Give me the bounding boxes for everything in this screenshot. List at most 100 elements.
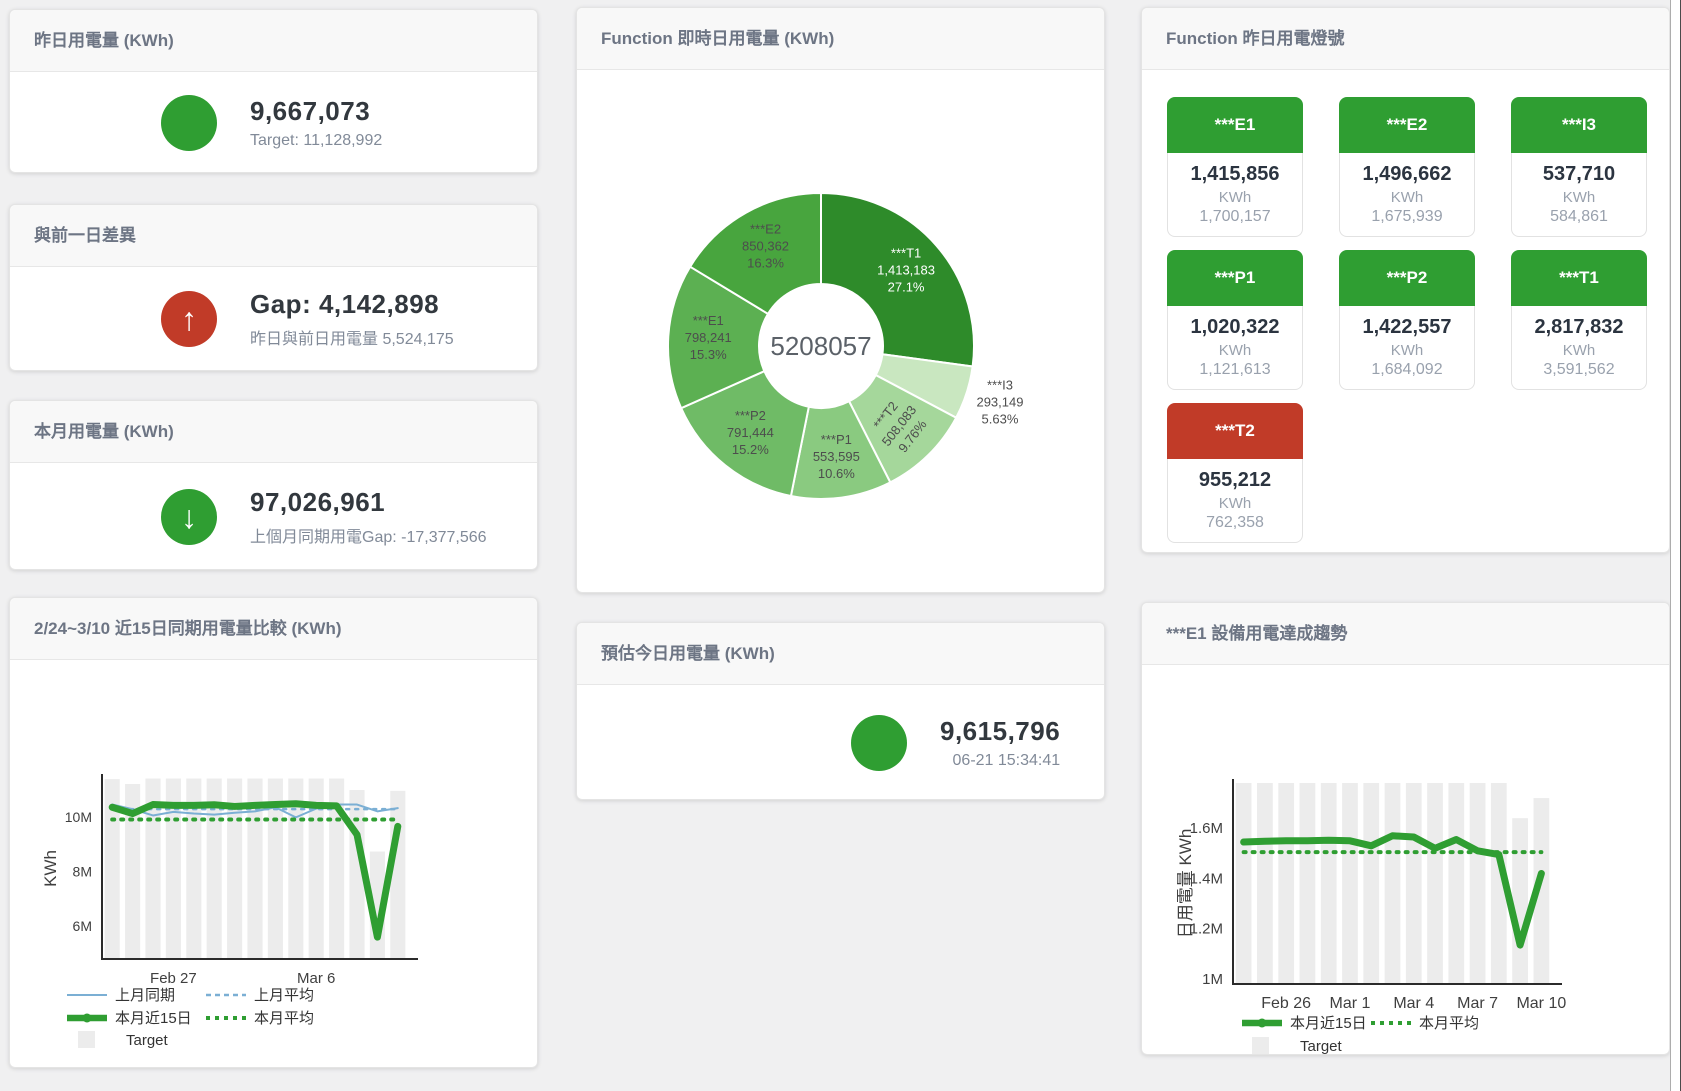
tile-name: ***P2 <box>1339 250 1475 306</box>
donut-center-total: 5208057 <box>770 331 871 361</box>
svg-text:***T1: ***T1 <box>891 246 921 261</box>
target-bar <box>1320 783 1337 984</box>
tile-name: ***P1 <box>1167 250 1303 306</box>
tile-unit: KWh <box>1562 189 1596 206</box>
legend-label: 本月平均 <box>254 1010 314 1027</box>
day-gap-subtitle: 昨日與前日用電量 5,524,175 <box>250 331 454 348</box>
tile-name: ***E2 <box>1339 97 1475 153</box>
tile-target: 1,675,939 <box>1371 208 1443 225</box>
x-tick: Feb 27 <box>150 970 197 987</box>
tile-target: 1,700,157 <box>1199 208 1271 225</box>
svg-text:850,362: 850,362 <box>742 239 789 254</box>
target-bar <box>288 778 304 959</box>
tile-target: 584,861 <box>1550 208 1608 225</box>
status-circle-icon <box>851 714 907 771</box>
light-tile-P2: ***P2 1,422,557 KWh 1,684,092 <box>1339 250 1475 391</box>
donut-label: ***T1 1,413,183 27.1% <box>877 246 935 295</box>
legend-label: 上月同期 <box>115 987 175 1004</box>
card-day-gap-body: ↑ Gap: 4,142,898 昨日與前日用電量 5,524,175 <box>10 267 537 371</box>
light-tile-E2: ***E2 1,496,662 KWh 1,675,939 <box>1339 97 1475 238</box>
tile-value: 1,020,322 <box>1190 316 1280 338</box>
target-bar <box>1427 783 1443 984</box>
svg-text:553,595: 553,595 <box>813 449 860 464</box>
tile-name: ***I3 <box>1511 97 1647 153</box>
x-tick: Mar 7 <box>1457 995 1498 1012</box>
svg-text:508,083: 508,083 <box>879 403 920 449</box>
y-axis-label: 日用電量 KWh <box>1176 829 1195 939</box>
svg-text:1,413,183: 1,413,183 <box>877 263 935 278</box>
day-gap-value: Gap: 4,142,898 <box>250 289 440 319</box>
card-yesterday-usage-header: 昨日用電量 (KWh) <box>10 10 537 72</box>
card-realtime-donut-title: Function 即時日用電量 (KWh) <box>601 29 835 48</box>
donut-slice-T2 <box>847 373 958 484</box>
tile-body: 955,212 KWh 762,358 <box>1167 459 1303 543</box>
svg-text:***I3: ***I3 <box>987 378 1013 393</box>
donut-slice-P2 <box>679 369 810 498</box>
tile-body: 1,020,322 KWh 1,121,613 <box>1167 306 1303 390</box>
target-bar <box>1299 783 1316 984</box>
card-month-usage: 本月用電量 (KWh) ↓ 97,026,961 上個月同期用電Gap: -17… <box>9 400 538 570</box>
tile-unit: KWh <box>1390 342 1424 359</box>
target-bar <box>1405 783 1422 984</box>
legend-swatch <box>78 1031 95 1048</box>
card-month-usage-header: 本月用電量 (KWh) <box>10 401 537 463</box>
svg-text:293,149: 293,149 <box>976 395 1023 410</box>
card-realtime-donut-header: Function 即時日用電量 (KWh) <box>577 8 1104 70</box>
card-estimate-today-title: 預估今日用電量 (KWh) <box>601 644 775 663</box>
target-bar <box>206 778 222 959</box>
y-tick: 10M <box>65 809 92 825</box>
tile-body: 2,817,832 KWh 3,591,562 <box>1511 306 1647 390</box>
target-bar <box>1235 783 1252 984</box>
month-usage-value: 97,026,961 <box>250 486 386 517</box>
target-bar <box>1448 783 1465 984</box>
arrow-up-icon: ↑ <box>161 291 217 347</box>
card-trend-chart-header: ***E1 設備用電達成趨勢 <box>1142 603 1669 665</box>
target-bar <box>1512 818 1528 984</box>
tile-unit: KWh <box>1218 189 1252 206</box>
donut-slice-E1 <box>667 265 770 410</box>
light-tile-E1: ***E1 1,415,856 KWh 1,700,157 <box>1167 97 1303 238</box>
series-本月近15日 <box>108 800 402 941</box>
target-bar <box>125 784 141 959</box>
x-tick: Mar 4 <box>1393 995 1434 1012</box>
svg-text:***E1: ***E1 <box>693 313 724 328</box>
card-month-usage-body: ↓ 97,026,961 上個月同期用電Gap: -17,377,566 <box>10 463 537 570</box>
tile-target: 3,591,562 <box>1543 361 1615 378</box>
card-estimate-today-header: 預估今日用電量 (KWh) <box>577 623 1104 685</box>
tile-body: 1,496,662 KWh 1,675,939 <box>1339 153 1475 237</box>
card-trend-chart: ***E1 設備用電達成趨勢 1M 1.2M 1.4M 1.6M Feb 26 Mar 1… <box>1141 602 1670 1055</box>
tile-value: 2,817,832 <box>1534 316 1624 338</box>
arrow-down-icon: ↓ <box>161 488 217 545</box>
svg-text:***P1: ***P1 <box>821 432 852 447</box>
donut-slice-E2 <box>688 191 822 316</box>
target-bar <box>1363 783 1380 984</box>
series-本月近15日 <box>1240 832 1545 949</box>
target-bar <box>267 778 283 959</box>
target-bar <box>390 790 406 959</box>
donut-label: ***I3 293,149 5.63% <box>976 378 1023 427</box>
tile-unit: KWh <box>1562 342 1596 359</box>
tile-unit: KWh <box>1218 495 1252 512</box>
y-tick: 1.4M <box>1190 870 1223 887</box>
svg-text:15.2%: 15.2% <box>732 442 769 457</box>
yesterday-usage-target: Target: 11,128,992 <box>250 131 383 149</box>
donut-slice-P1 <box>789 399 892 500</box>
trend-chart: 1M 1.2M 1.4M 1.6M Feb 26 Mar 1 Mar 4 Mar 7 Mar 1… <box>1176 779 1566 1055</box>
scrollbar[interactable] <box>1670 0 1681 1091</box>
svg-text:16.3%: 16.3% <box>747 256 784 271</box>
target-bar <box>369 851 385 959</box>
month-usage-subtitle: 上個月同期用電Gap: -17,377,566 <box>250 528 487 546</box>
target-bar <box>1257 783 1273 984</box>
tile-unit: KWh <box>1218 342 1252 359</box>
target-bar <box>1278 783 1295 984</box>
target-bar <box>1490 783 1507 984</box>
target-bar <box>308 778 324 959</box>
card-day-gap: 與前一日差異 ↑ Gap: 4,142,898 昨日與前日用電量 5,524,1… <box>9 204 538 371</box>
donut-label: ***P2 791,444 15.2% <box>727 408 774 457</box>
target-bar <box>1533 798 1550 984</box>
card-month-usage-title: 本月用電量 (KWh) <box>34 422 174 441</box>
card-status-lights: Function 昨日用電燈號 ***E1 1,415,856 KWh 1,700,1… <box>1141 7 1670 553</box>
tile-body: 1,422,557 KWh 1,684,092 <box>1339 306 1475 390</box>
